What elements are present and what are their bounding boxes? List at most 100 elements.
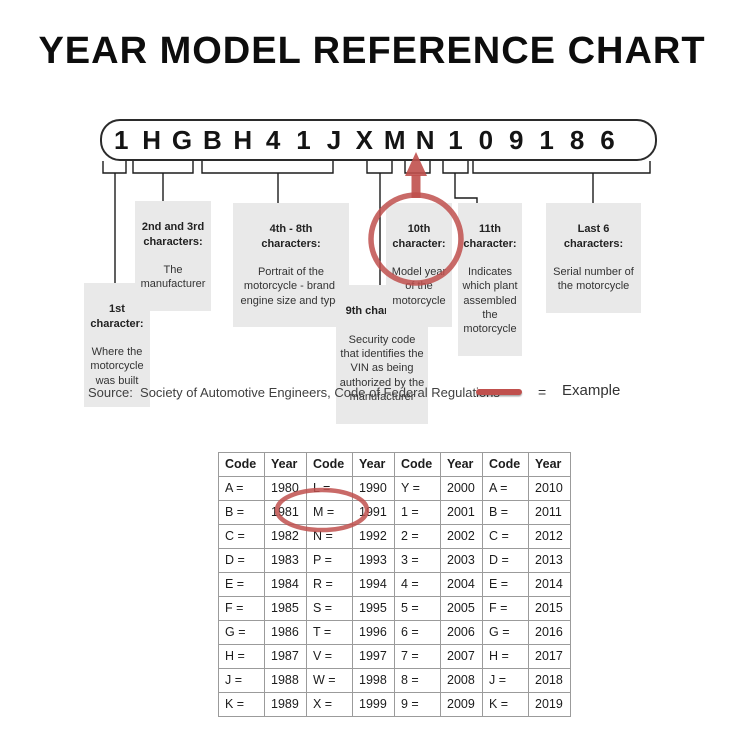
year-cell: 1983 [264, 548, 307, 573]
callout-11th-character: 11th character: Indicates which plant as… [458, 203, 522, 356]
year-cell: 2000 [440, 476, 483, 501]
year-cell: 1982 [264, 524, 307, 549]
year-table-header: Year [440, 452, 483, 477]
stem-11th [454, 173, 478, 203]
table-row: H = 1987 V = 1997 7 = 2007 H = 2017 [218, 644, 571, 669]
year-table-header: Year [352, 452, 395, 477]
code-cell: E = [218, 572, 265, 597]
callout-body: The manufacturer [140, 264, 206, 291]
year-table-body: A = 1980 L = 1990 Y = 2000 A = 2010 B = 1981 M = 19… [218, 476, 571, 717]
year-cell: 2005 [440, 596, 483, 621]
code-cell: 5 = [394, 596, 441, 621]
code-cell: C = [482, 524, 529, 549]
code-cell: Y = [394, 476, 441, 501]
table-row: J = 1988 W = 1998 8 = 2008 J = 2018 [218, 668, 571, 693]
year-cell: 1981 [264, 500, 307, 525]
code-cell: 7 = [394, 644, 441, 669]
vin-character: H [142, 125, 161, 155]
code-cell: B = [482, 500, 529, 525]
code-cell: 1 = [394, 500, 441, 525]
year-table-header: Code [482, 452, 529, 477]
code-cell: 9 = [394, 692, 441, 717]
year-cell: 1994 [352, 572, 395, 597]
vin-character: 0 [478, 125, 494, 155]
example-legend-equals: = [538, 384, 547, 400]
callout-2nd-3rd-characters: 2nd and 3rd characters: The manufacturer [135, 201, 211, 312]
code-cell: H = [482, 644, 529, 669]
year-table-header: Year [528, 452, 571, 477]
code-cell: 6 = [394, 620, 441, 645]
year-cell: 1993 [352, 548, 395, 573]
year-cell: 2010 [528, 476, 571, 501]
callout-body: Serial number of the motorcycle [553, 266, 634, 293]
bracket-4th-8th [201, 161, 334, 174]
bracket-1st [102, 161, 127, 174]
vin-character: 1 [113, 125, 129, 155]
year-cell: 2019 [528, 692, 571, 717]
code-cell: S = [306, 596, 353, 621]
year-cell: 2003 [440, 548, 483, 573]
year-cell: 1988 [264, 668, 307, 693]
code-cell: X = [306, 692, 353, 717]
year-cell: 1995 [352, 596, 395, 621]
code-cell: V = [306, 644, 353, 669]
table-row: F = 1985 S = 1995 5 = 2005 F = 2015 [218, 596, 571, 621]
vin-character: 8 [569, 125, 585, 155]
table-row: C = 1982 N = 1992 2 = 2002 C = 2012 [218, 524, 571, 549]
callout-10th-character: 10th character: Model year of the motorc… [386, 203, 452, 328]
bracket-last-6 [472, 161, 651, 174]
callout-4th-8th-characters: 4th - 8th characters: Portrait of the mo… [233, 203, 349, 328]
callout-title: 4th - 8th characters: [261, 223, 321, 250]
code-cell: A = [218, 476, 265, 501]
callout-body: Where the motorcycle was built [90, 346, 144, 387]
example-legend-line [476, 389, 522, 395]
bracket-2nd-3rd [132, 161, 194, 174]
year-cell: 1987 [264, 644, 307, 669]
year-cell: 1992 [352, 524, 395, 549]
code-cell: A = [482, 476, 529, 501]
code-cell: R = [306, 572, 353, 597]
bracket-11th [442, 161, 469, 174]
year-cell: 2017 [528, 644, 571, 669]
year-cell: 1999 [352, 692, 395, 717]
year-cell: 1986 [264, 620, 307, 645]
callout-1st-character: 1st character: Where the motorcycle was … [84, 283, 150, 408]
year-cell: 1980 [264, 476, 307, 501]
year-cell: 2012 [528, 524, 571, 549]
year-cell: 2001 [440, 500, 483, 525]
code-cell: T = [306, 620, 353, 645]
code-cell: 3 = [394, 548, 441, 573]
code-cell: G = [482, 620, 529, 645]
year-cell: 1989 [264, 692, 307, 717]
vin-character: 4 [265, 125, 281, 155]
code-cell: G = [218, 620, 265, 645]
year-cell: 2018 [528, 668, 571, 693]
table-row: G = 1986 T = 1996 6 = 2006 G = 2016 [218, 620, 571, 645]
callout-title: 11th character: [463, 223, 517, 250]
vin-character: J [326, 125, 342, 155]
table-row: D = 1983 P = 1993 3 = 2003 D = 2013 [218, 548, 571, 573]
code-cell: 2 = [394, 524, 441, 549]
code-cell: 8 = [394, 668, 441, 693]
table-row: K = 1989 X = 1999 9 = 2009 K = 2019 [218, 692, 571, 717]
callout-title: 1st character: [90, 303, 144, 330]
code-cell: P = [306, 548, 353, 573]
vin-character: N [415, 125, 435, 155]
callout-body: Security code that identifies the VIN as… [339, 333, 425, 404]
year-cell: 2016 [528, 620, 571, 645]
year-cell: 1998 [352, 668, 395, 693]
code-cell: W = [306, 668, 353, 693]
page-title: YEAR MODEL REFERENCE CHART [38, 30, 706, 72]
code-cell: J = [482, 668, 529, 693]
year-cell: 2015 [528, 596, 571, 621]
code-cell: H = [218, 644, 265, 669]
callout-body: Indicates which plant assembled the moto… [462, 266, 518, 336]
year-cell: 2002 [440, 524, 483, 549]
year-table-header: Code [218, 452, 265, 477]
vin-character: G [171, 125, 193, 155]
code-cell: K = [218, 692, 265, 717]
year-cell: 1984 [264, 572, 307, 597]
year-cell: 1991 [352, 500, 395, 525]
code-cell: 4 = [394, 572, 441, 597]
